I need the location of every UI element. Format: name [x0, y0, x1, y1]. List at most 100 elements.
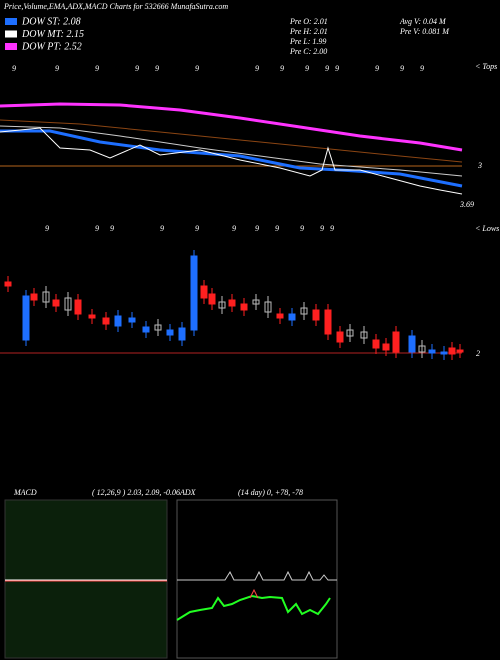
adx-line	[177, 570, 337, 581]
low-mark: 9	[160, 224, 164, 233]
low-mark: 9	[275, 224, 279, 233]
low-mark: 9	[232, 224, 236, 233]
tops-label: < Tops	[475, 62, 497, 71]
low-mark: 9	[110, 224, 114, 233]
adx-params: (14 day) 0, +78, -78	[238, 488, 303, 497]
macd-panel	[4, 499, 168, 659]
stat: Pre L: 1.99	[289, 37, 326, 46]
adx-title: ADX	[179, 488, 197, 497]
candle-body	[74, 299, 82, 315]
top-mark: 9	[280, 64, 284, 73]
low-mark: 9	[255, 224, 259, 233]
low-mark: 9	[320, 224, 324, 233]
candle-body	[448, 347, 456, 355]
top-mark: 9	[12, 64, 16, 73]
candle-body	[252, 299, 260, 305]
candle-body	[300, 307, 308, 315]
macd-params: ( 12,26,9 ) 2.03, 2.09, -0.06	[92, 488, 180, 497]
stat: Avg V: 0.04 M	[399, 17, 447, 26]
legend-swatch	[5, 30, 17, 38]
stat: Pre C: 2.00	[289, 47, 327, 56]
candle-body	[42, 291, 50, 303]
candle-body	[408, 335, 416, 353]
top-mark: 9	[400, 64, 404, 73]
candle-body	[88, 314, 96, 319]
candle-body	[428, 349, 436, 354]
price-line	[0, 127, 463, 195]
di-minus-line	[249, 588, 259, 599]
legend-label: DOW MT: 2.15	[21, 29, 84, 40]
top-mark: 9	[375, 64, 379, 73]
candle-body	[372, 339, 380, 349]
candle-body	[312, 309, 320, 321]
candle-body	[190, 255, 198, 331]
candle-body	[30, 293, 38, 301]
candle-body	[208, 293, 216, 305]
lows-label: < Lows	[475, 224, 499, 233]
adx-panel	[176, 499, 338, 659]
legend-swatch	[5, 43, 17, 50]
top-mark: 9	[255, 64, 259, 73]
low-mark: 9	[95, 224, 99, 233]
candle-body	[52, 299, 60, 307]
ema-line	[0, 119, 463, 163]
di-line	[176, 594, 331, 621]
candle-body	[166, 329, 174, 336]
candle-body	[440, 351, 448, 355]
legend-label: DOW ST: 2.08	[21, 16, 81, 27]
candle-body	[324, 309, 332, 335]
candle-body	[382, 343, 390, 351]
candle-body	[200, 285, 208, 299]
candle-body	[128, 317, 136, 323]
candle-body	[240, 303, 248, 311]
top-mark: 9	[420, 64, 424, 73]
top-mark: 9	[305, 64, 309, 73]
top-mark: 9	[55, 64, 59, 73]
candle-body	[276, 313, 284, 319]
top-mark: 9	[95, 64, 99, 73]
candle-body	[336, 331, 344, 343]
mt-line	[0, 125, 463, 177]
pt-line	[0, 102, 463, 152]
candle-body	[228, 299, 236, 307]
candle-body	[114, 315, 122, 327]
candle-body	[102, 317, 110, 325]
candle-body	[4, 281, 12, 287]
stat: Pre H: 2.01	[289, 27, 328, 36]
candle-body	[218, 301, 226, 309]
candle-body	[288, 313, 296, 321]
candle-body	[22, 295, 30, 341]
candle-body	[418, 345, 426, 353]
candle-body	[142, 326, 150, 333]
stat: Pre O: 2.01	[289, 17, 328, 26]
candle-body	[392, 331, 400, 353]
legend-swatch	[5, 18, 17, 25]
low-mark: 9	[195, 224, 199, 233]
header-title: Price,Volume,EMA,ADX,MACD Charts for 532…	[3, 2, 228, 11]
price-lines	[0, 102, 463, 195]
candle-body	[64, 297, 72, 311]
candle-body	[456, 349, 464, 353]
stat: Pre V: 0.081 M	[399, 27, 450, 36]
low-mark: 9	[300, 224, 304, 233]
candle-body	[154, 324, 162, 331]
st-line	[0, 129, 463, 188]
legend-label: DOW PT: 2.52	[21, 41, 82, 52]
top-mark: 9	[325, 64, 329, 73]
macd-title: MACD	[13, 488, 37, 497]
low-mark: 9	[45, 224, 49, 233]
top-mark: 9	[195, 64, 199, 73]
candle-body	[264, 301, 272, 313]
price-label: 3	[477, 161, 482, 170]
candle-body	[178, 327, 186, 341]
price-label: 2	[476, 349, 480, 358]
price-label: 3.69	[459, 200, 474, 209]
low-mark: 9	[330, 224, 334, 233]
candles	[4, 250, 464, 360]
top-mark: 9	[335, 64, 339, 73]
candle-body	[360, 331, 368, 339]
candle-body	[346, 329, 354, 337]
top-mark: 9	[155, 64, 159, 73]
